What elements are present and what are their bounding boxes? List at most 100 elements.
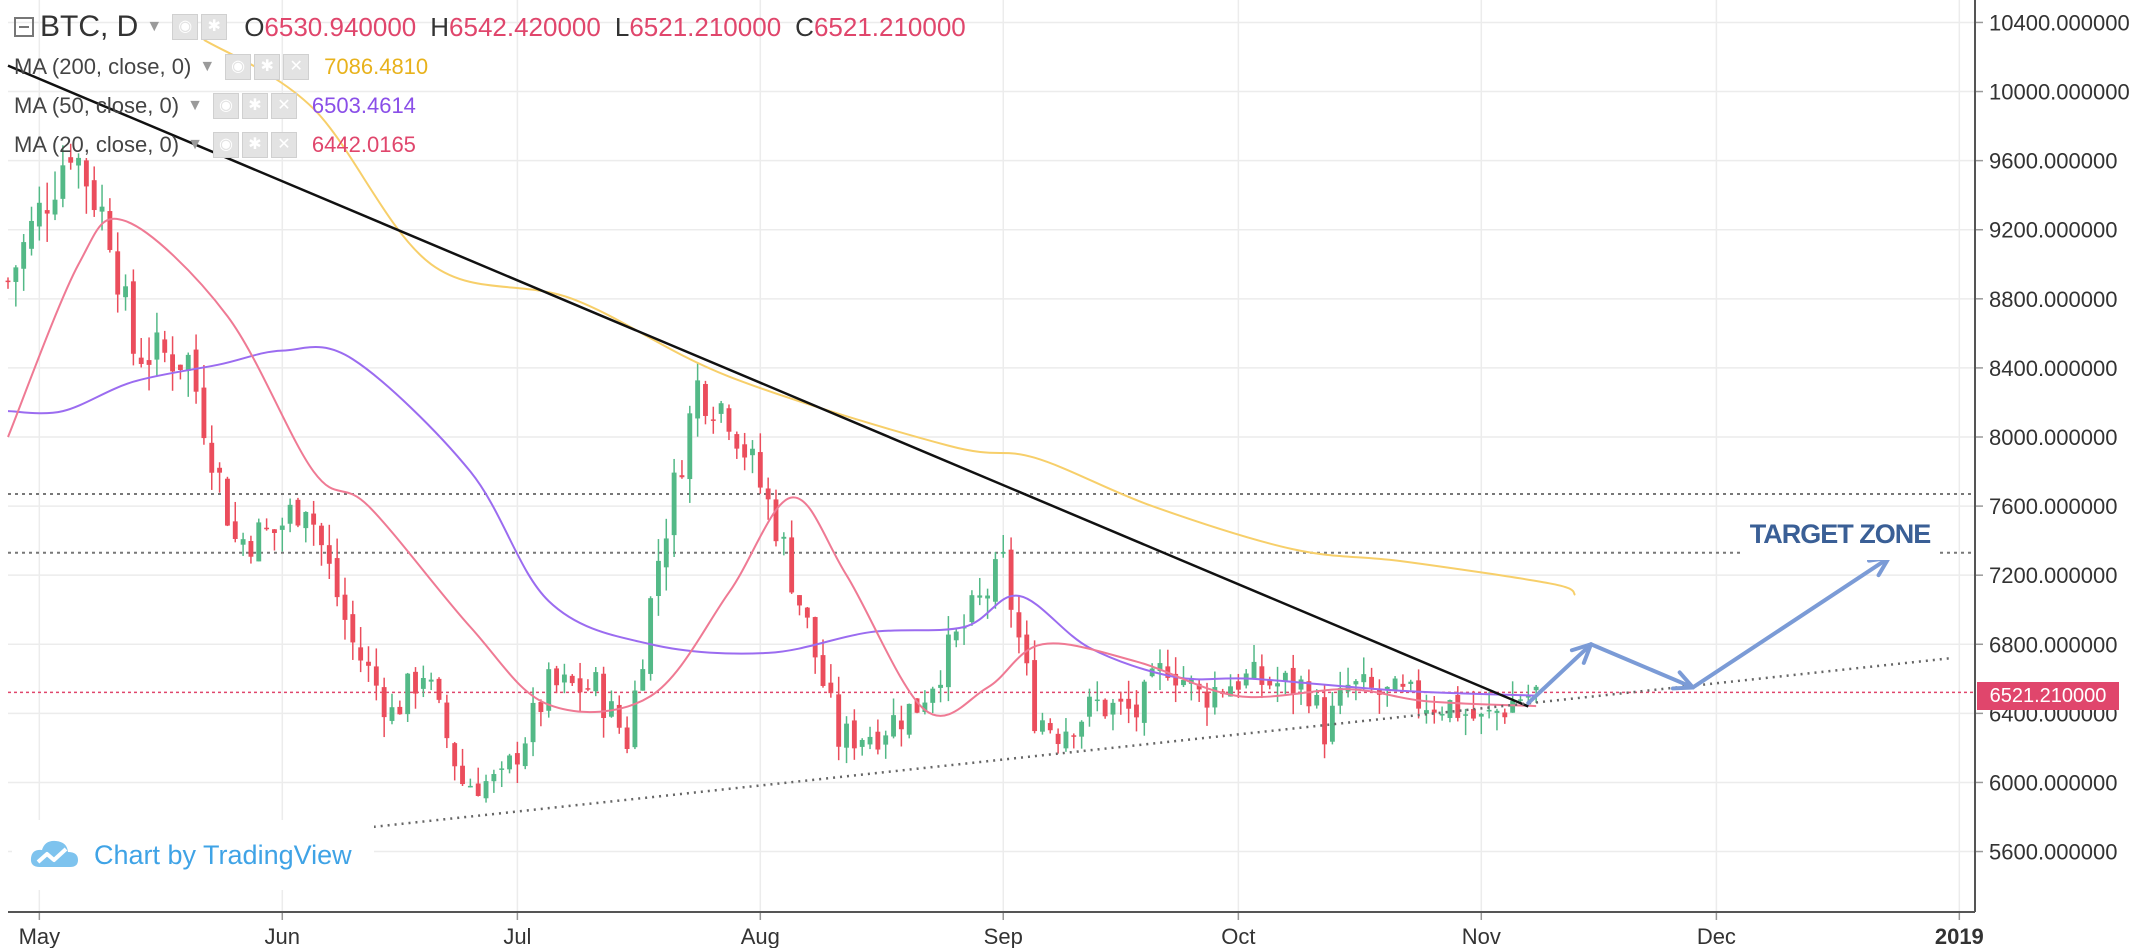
candle-up [922, 702, 928, 713]
candle-up [1337, 687, 1343, 706]
chevron-down-icon[interactable]: ▼ [146, 18, 163, 35]
candle-up [883, 735, 889, 745]
eye-icon[interactable]: ◉ [212, 132, 239, 158]
eye-icon[interactable]: ◉ [172, 14, 199, 40]
candle-up [1392, 678, 1398, 691]
resistance-levels [8, 493, 1975, 694]
candle-up [687, 413, 693, 480]
candle-down [726, 408, 732, 432]
candle-down [1259, 666, 1265, 685]
candle-up [303, 511, 309, 529]
y-tick-label: 8800.000000 [1989, 287, 2117, 312]
candle-up [240, 539, 246, 545]
candle-up [663, 538, 669, 568]
x-tick-label: 2019 [1935, 924, 1984, 948]
chevron-down-icon[interactable]: ▼ [199, 58, 216, 75]
candle-down [201, 387, 207, 439]
candle-up [561, 674, 567, 683]
candle-up [428, 679, 434, 682]
candle-down [1376, 688, 1382, 695]
candle-down [358, 647, 364, 661]
ma20-row[interactable]: MA (20, close, 0) ▼ ◉ ✱ ✕ 6442.0165 [14, 130, 416, 160]
eye-icon[interactable]: ◉ [212, 93, 239, 119]
candle-up [906, 703, 912, 735]
candle-up [13, 267, 19, 282]
candle-down [146, 360, 152, 365]
candle-down [5, 280, 11, 283]
candle-up [1298, 679, 1304, 690]
candle-up [256, 522, 262, 562]
candle-up [985, 595, 991, 599]
candle-up [1510, 700, 1516, 713]
candle-up [36, 202, 42, 227]
high-key: H [430, 11, 450, 42]
candle-down [138, 357, 144, 364]
candle-up [530, 702, 536, 743]
candle-down [577, 678, 583, 693]
ma200-line [203, 38, 1576, 596]
x-tick-label: Sep [984, 924, 1023, 948]
candle-down [679, 475, 685, 478]
candle-up [648, 598, 654, 674]
candle-up [671, 472, 677, 536]
grid [8, 0, 1975, 912]
collapse-icon[interactable] [14, 17, 34, 37]
candle-down [295, 499, 301, 526]
candle-up [593, 672, 599, 692]
ma20-line [7, 217, 1537, 717]
candle-up [123, 286, 128, 298]
candle-down [397, 706, 403, 715]
candle-up [76, 157, 81, 166]
candle-down [569, 675, 575, 684]
candle-down [334, 558, 340, 598]
x-tick-label: Nov [1462, 924, 1501, 948]
candle-down [232, 521, 238, 539]
candle-down [170, 354, 175, 372]
y-tick-label: 6800.000000 [1989, 632, 2117, 657]
ma200-row[interactable]: MA (200, close, 0) ▼ ◉ ✱ ✕ 7086.4810 [14, 52, 428, 82]
candle-down [1024, 634, 1030, 664]
close-icon[interactable]: ✕ [270, 132, 297, 158]
ma200-label[interactable]: MA (200, close, 0) [14, 54, 192, 79]
candle-down [1118, 698, 1124, 702]
chevron-down-icon[interactable]: ▼ [187, 97, 203, 114]
candle-down [1400, 683, 1406, 687]
candle-up [279, 525, 285, 530]
candle-down [601, 673, 607, 718]
candle-up [1494, 710, 1500, 713]
candle-up [1157, 663, 1163, 672]
candle-down [1016, 612, 1022, 638]
candle-up [1087, 696, 1092, 717]
candle-down [436, 678, 442, 700]
symbol-label[interactable]: BTC, D [40, 10, 139, 43]
candle-up [891, 715, 896, 737]
ma50-label[interactable]: MA (50, close, 0) [14, 93, 180, 118]
gear-icon[interactable]: ✱ [241, 93, 268, 119]
gear-icon[interactable]: ✱ [254, 54, 281, 80]
candle-down [326, 545, 332, 564]
close-icon[interactable]: ✕ [283, 54, 310, 80]
projection-arrows [1526, 555, 1891, 705]
candle-down [757, 452, 763, 488]
candle-down [311, 513, 317, 525]
candle-down [115, 251, 121, 295]
chevron-down-icon[interactable]: ▼ [187, 136, 203, 153]
tradingview-watermark[interactable]: Chart by TradingView [12, 820, 374, 890]
candle-down [616, 704, 622, 728]
gear-icon[interactable]: ✱ [201, 14, 228, 40]
ma50-row[interactable]: MA (50, close, 0) ▼ ◉ ✱ ✕ 6503.4614 [14, 91, 416, 121]
candle-down [224, 478, 230, 526]
gear-icon[interactable]: ✱ [241, 132, 268, 158]
candle-up [1329, 705, 1335, 742]
close-icon[interactable]: ✕ [270, 93, 297, 119]
candle-up [499, 768, 505, 770]
close-value: 6521.210000 [813, 11, 966, 42]
ma50-line [7, 346, 1537, 697]
eye-icon[interactable]: ◉ [225, 54, 252, 80]
candle-down [1055, 733, 1061, 745]
candle-down [177, 364, 183, 370]
candle-down [797, 595, 802, 606]
ma20-label[interactable]: MA (20, close, 0) [14, 132, 180, 157]
